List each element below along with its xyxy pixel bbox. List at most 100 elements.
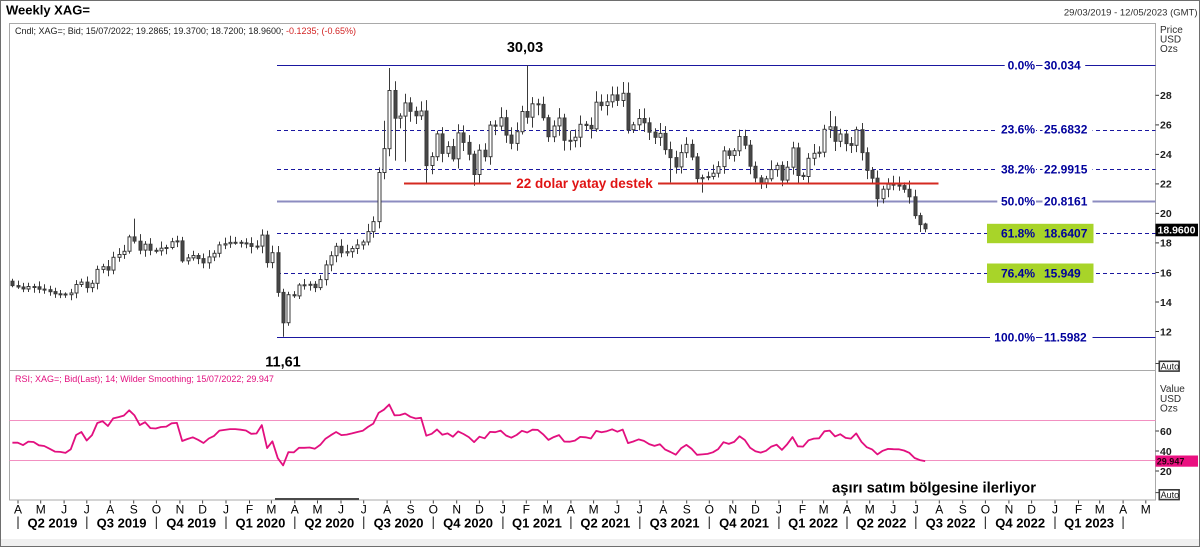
svg-text:A: A bbox=[291, 503, 299, 517]
svg-text:J: J bbox=[500, 503, 506, 517]
svg-text:F: F bbox=[523, 503, 530, 517]
svg-text:29/03/2019 - 12/05/2023 (GMT): 29/03/2019 - 12/05/2023 (GMT) bbox=[1064, 8, 1198, 19]
svg-text:N: N bbox=[1005, 503, 1014, 517]
svg-text:76.4%: 76.4% bbox=[1001, 266, 1035, 280]
svg-text:Ozs: Ozs bbox=[1160, 44, 1178, 55]
svg-text:Weekly XAG=: Weekly XAG= bbox=[6, 3, 90, 18]
svg-text:Q4 2021: Q4 2021 bbox=[719, 516, 769, 531]
svg-text:M: M bbox=[1095, 503, 1105, 517]
svg-text:29.947: 29.947 bbox=[1157, 457, 1185, 467]
svg-text:50.0%: 50.0% bbox=[1001, 195, 1035, 209]
svg-text:60: 60 bbox=[1160, 426, 1172, 438]
svg-text:Q3 2021: Q3 2021 bbox=[650, 516, 700, 531]
svg-text:30,03: 30,03 bbox=[507, 40, 543, 56]
svg-text:S: S bbox=[959, 503, 967, 517]
svg-text:Q2 2019: Q2 2019 bbox=[27, 516, 77, 531]
svg-text:Q3 2020: Q3 2020 bbox=[374, 516, 424, 531]
svg-text:15.949: 15.949 bbox=[1044, 266, 1081, 280]
svg-text:A: A bbox=[106, 503, 114, 517]
svg-text:O: O bbox=[429, 503, 438, 517]
svg-text:aşırı satım bölgesine ilerliyo: aşırı satım bölgesine ilerliyor bbox=[832, 481, 1036, 497]
svg-text:30.034: 30.034 bbox=[1044, 59, 1081, 73]
svg-text:24: 24 bbox=[1160, 149, 1172, 161]
svg-text:RSI; XAG=; Bid(Last); 14; Wil: RSI; XAG=; Bid(Last); 14; Wilder Smoothi… bbox=[15, 374, 274, 384]
svg-text:Price: Price bbox=[1160, 25, 1183, 36]
svg-text:F: F bbox=[246, 503, 253, 517]
svg-text:M: M bbox=[266, 503, 276, 517]
svg-text:Q2 2022: Q2 2022 bbox=[856, 516, 906, 531]
svg-text:J: J bbox=[614, 503, 620, 517]
svg-text:M: M bbox=[543, 503, 553, 517]
svg-text:Q4 2022: Q4 2022 bbox=[995, 516, 1045, 531]
svg-text:J: J bbox=[913, 503, 919, 517]
svg-text:F: F bbox=[1075, 503, 1082, 517]
svg-text:O: O bbox=[152, 503, 161, 517]
svg-text:J: J bbox=[637, 503, 643, 517]
svg-text:D: D bbox=[198, 503, 207, 517]
svg-text:A: A bbox=[383, 503, 391, 517]
svg-text:S: S bbox=[407, 503, 415, 517]
svg-text:M: M bbox=[589, 503, 599, 517]
svg-text:J: J bbox=[84, 503, 90, 517]
svg-text:20.8161: 20.8161 bbox=[1044, 195, 1088, 209]
svg-text:D: D bbox=[751, 503, 760, 517]
svg-text:38.2%: 38.2% bbox=[1001, 163, 1035, 177]
svg-text:A: A bbox=[843, 503, 851, 517]
svg-text:14: 14 bbox=[1160, 297, 1172, 309]
svg-text:18.9600: 18.9600 bbox=[1158, 225, 1196, 237]
svg-text:40: 40 bbox=[1160, 446, 1172, 458]
svg-text:Q1 2022: Q1 2022 bbox=[788, 516, 838, 531]
svg-text:J: J bbox=[338, 503, 344, 517]
svg-text:J: J bbox=[1052, 503, 1058, 517]
svg-text:18.6407: 18.6407 bbox=[1044, 227, 1088, 241]
svg-text:Value: Value bbox=[1160, 384, 1185, 395]
svg-text:61.8%: 61.8% bbox=[1001, 227, 1035, 241]
svg-text:Q1 2021: Q1 2021 bbox=[512, 516, 562, 531]
svg-text:A: A bbox=[567, 503, 575, 517]
svg-text:Cndl; XAG=; Bid; 15/07/2022; 1: Cndl; XAG=; Bid; 15/07/2022; 19.2865; 19… bbox=[15, 26, 356, 36]
svg-text:22: 22 bbox=[1160, 179, 1172, 191]
svg-text:M: M bbox=[1141, 503, 1151, 517]
svg-text:22.9915: 22.9915 bbox=[1044, 163, 1088, 177]
svg-text:20: 20 bbox=[1160, 208, 1172, 220]
svg-text:S: S bbox=[683, 503, 691, 517]
svg-text:Ozs: Ozs bbox=[1160, 404, 1178, 415]
svg-text:M: M bbox=[865, 503, 875, 517]
svg-text:M: M bbox=[819, 503, 829, 517]
svg-text:N: N bbox=[176, 503, 185, 517]
svg-text:Q3 2019: Q3 2019 bbox=[97, 516, 147, 531]
svg-text:O: O bbox=[981, 503, 990, 517]
svg-text:12: 12 bbox=[1160, 326, 1172, 338]
svg-text:22 dolar yatay destek: 22 dolar yatay destek bbox=[516, 176, 653, 191]
svg-text:J: J bbox=[223, 503, 229, 517]
svg-text:Q1 2023: Q1 2023 bbox=[1064, 516, 1114, 531]
svg-text:M: M bbox=[36, 503, 46, 517]
svg-text:O: O bbox=[705, 503, 714, 517]
svg-text:M: M bbox=[313, 503, 323, 517]
svg-text:11,61: 11,61 bbox=[265, 355, 301, 371]
svg-text:S: S bbox=[130, 503, 138, 517]
svg-text:23.6%: 23.6% bbox=[1001, 123, 1035, 137]
svg-text:26: 26 bbox=[1160, 120, 1172, 132]
svg-text:16: 16 bbox=[1160, 267, 1172, 279]
svg-text:D: D bbox=[1027, 503, 1036, 517]
svg-text:25.6832: 25.6832 bbox=[1044, 123, 1088, 137]
svg-text:0.0%: 0.0% bbox=[1008, 59, 1036, 73]
svg-text:Q3 2022: Q3 2022 bbox=[926, 516, 976, 531]
svg-text:A: A bbox=[14, 503, 22, 517]
svg-text:Auto: Auto bbox=[1161, 361, 1180, 371]
svg-text:J: J bbox=[776, 503, 782, 517]
svg-text:100.0%: 100.0% bbox=[994, 331, 1035, 345]
svg-text:J: J bbox=[361, 503, 367, 517]
svg-text:Q1 2020: Q1 2020 bbox=[235, 516, 285, 531]
svg-text:Q2 2020: Q2 2020 bbox=[304, 516, 354, 531]
svg-text:N: N bbox=[728, 503, 737, 517]
svg-text:F: F bbox=[799, 503, 806, 517]
svg-text:28: 28 bbox=[1160, 90, 1172, 102]
svg-text:Q2 2021: Q2 2021 bbox=[580, 516, 630, 531]
svg-text:N: N bbox=[452, 503, 461, 517]
svg-text:D: D bbox=[475, 503, 484, 517]
svg-text:USD: USD bbox=[1160, 394, 1181, 405]
svg-text:J: J bbox=[61, 503, 67, 517]
svg-text:A: A bbox=[935, 503, 943, 517]
